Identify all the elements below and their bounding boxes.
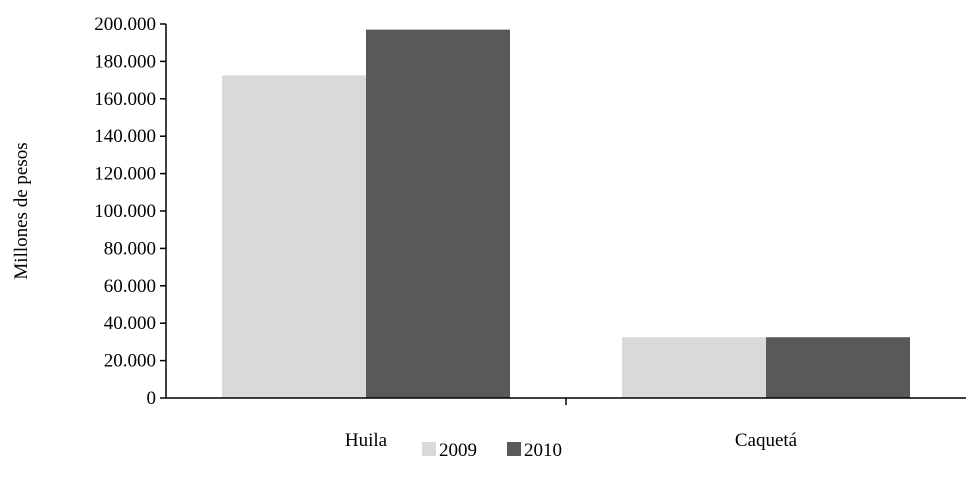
y-tick-label: 180.000 <box>94 51 156 72</box>
y-tick-label: 120.000 <box>94 164 156 185</box>
y-tick-label: 100.000 <box>94 201 156 222</box>
bar-2009-Caquetá <box>622 337 766 398</box>
legend-label: 2009 <box>439 440 477 461</box>
y-tick-label: 140.000 <box>94 126 156 147</box>
x-category-label: Huila <box>345 430 388 451</box>
bar-2010-Huila <box>366 29 510 399</box>
x-categories: Huila Caquetá <box>345 398 798 451</box>
y-tick-label: 60.000 <box>104 276 156 297</box>
legend-label: 2010 <box>524 440 562 461</box>
y-ticks: 0 20.000 40.000 60.000 80.000 100.000 120.000 1… <box>94 14 166 409</box>
bar-2009-Huila <box>222 75 366 399</box>
y-axis-label: Millones de pesos <box>11 142 32 279</box>
y-tick-label: 160.000 <box>94 89 156 110</box>
bars-layer <box>222 29 910 399</box>
x-category-label: Caquetá <box>735 430 798 451</box>
y-tick-label: 40.000 <box>104 313 156 334</box>
legend-swatch-2010 <box>507 442 521 456</box>
y-tick-label: 200.000 <box>94 14 156 35</box>
legend-swatch-2009 <box>422 442 436 456</box>
y-tick-label: 80.000 <box>104 238 156 259</box>
y-tick-label: 0 <box>147 388 157 409</box>
y-tick-label: 20.000 <box>104 351 156 372</box>
bar-2010-Caquetá <box>766 337 910 398</box>
legend: 2009 2010 <box>422 440 562 461</box>
